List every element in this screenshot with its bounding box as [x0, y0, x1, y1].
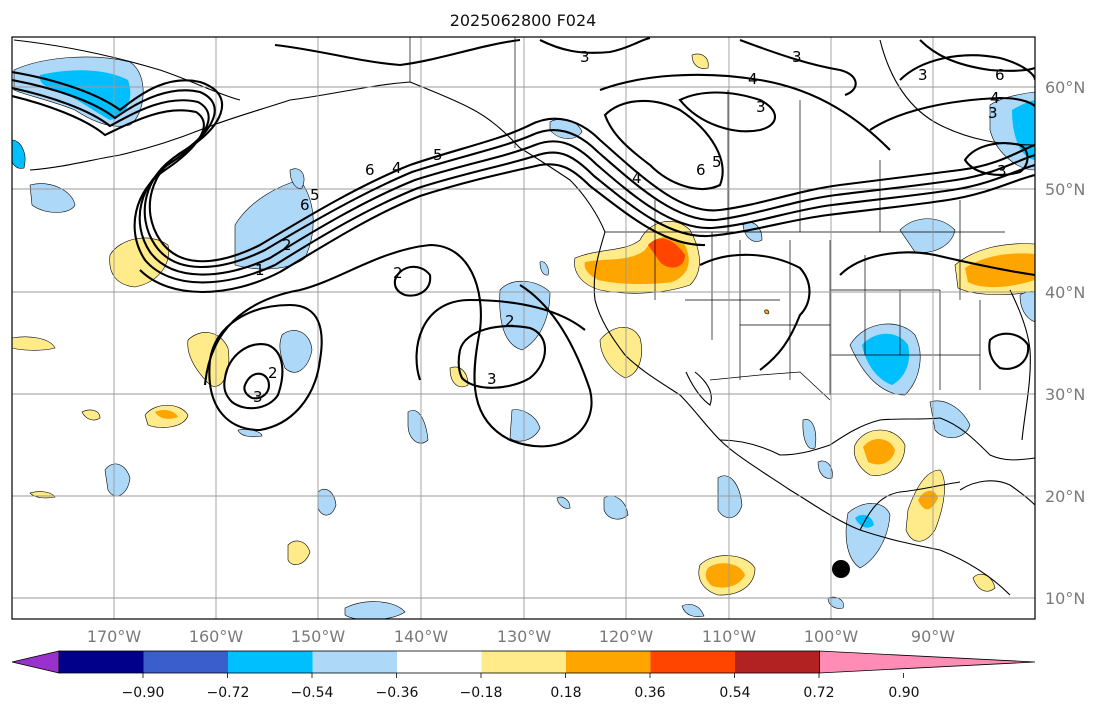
contour-label: 5 — [712, 153, 722, 171]
colorbar-tick-labels: −0.90 −0.72 −0.54 −0.36 −0.18 0.18 0.36 … — [122, 685, 920, 701]
contour-label: 3 — [487, 370, 497, 388]
lon-label: 160°W — [189, 627, 244, 646]
latitude-labels: 60°N 50°N 40°N 30°N 20°N 10°N — [1045, 78, 1085, 608]
contour-label: 4 — [748, 70, 758, 88]
colorbar-cell — [228, 651, 313, 673]
colorbar-tick-label: −0.18 — [460, 685, 503, 701]
lon-label: 120°W — [599, 627, 654, 646]
colorbar-cell — [566, 651, 651, 673]
contour-label: 5 — [433, 146, 443, 164]
colorbar-tick-label: −0.90 — [122, 685, 165, 701]
contour-label: 1 — [255, 261, 265, 279]
lon-label: 100°W — [804, 627, 859, 646]
negative-anomaly-aleutian — [29, 183, 76, 213]
lon-label: 140°W — [394, 627, 449, 646]
longitude-labels: 170°W 160°W 150°W 140°W 130°W 120°W 110°… — [87, 627, 955, 646]
colorbar-tick-label: 0.90 — [888, 685, 919, 701]
colorbar-cell — [397, 651, 482, 673]
contour-label: 2 — [268, 364, 278, 382]
contour-label: 2 — [282, 236, 292, 254]
colorbar-tick-label: 0.72 — [803, 685, 834, 701]
lat-label: 20°N — [1045, 487, 1085, 506]
contour-label: 3 — [756, 98, 766, 116]
colorbar-tick-label: −0.36 — [376, 685, 419, 701]
contour-label: 2 — [505, 312, 515, 330]
contour-label: 3 — [988, 104, 998, 122]
lat-label: 50°N — [1045, 180, 1085, 199]
colorbar-cell — [481, 651, 567, 673]
lon-label: 110°W — [702, 627, 757, 646]
contour-label: 3 — [792, 48, 802, 66]
lon-label: 150°W — [291, 627, 346, 646]
lon-label: 130°W — [497, 627, 552, 646]
lon-label: 170°W — [87, 627, 142, 646]
map-frame — [11, 36, 1036, 620]
contour-label: 5 — [310, 186, 320, 204]
colorbar-extend-min — [11, 650, 60, 674]
contour-label: 4 — [392, 159, 402, 177]
contour-label: 6 — [365, 161, 375, 179]
figure-title: 2025062800 F024 — [450, 11, 597, 30]
contour-label: 4 — [990, 89, 1000, 107]
colorbar: −0.90 −0.72 −0.54 −0.36 −0.18 0.18 0.36 … — [11, 650, 1036, 701]
colorbar-cell — [59, 651, 144, 673]
lat-label: 40°N — [1045, 283, 1085, 302]
location-marker — [832, 560, 850, 578]
map-panel: 3 3 3 4 3 6 4 3 3 6 5 4 6 5 4 6 5 2 1 2 — [11, 36, 1036, 620]
contour-label: 4 — [632, 169, 642, 187]
contour-label: 2 — [393, 264, 403, 282]
contour-label: 3 — [918, 66, 928, 84]
graticule — [12, 37, 1035, 619]
colorbar-tick-label: 0.18 — [550, 685, 581, 701]
contour-label: 6 — [696, 161, 706, 179]
political-borders — [409, 37, 1005, 401]
contour-lines — [12, 37, 1035, 448]
colorbar-cells — [11, 650, 1036, 674]
colorbar-cell — [143, 651, 229, 673]
lon-label: 90°W — [911, 627, 955, 646]
colorbar-tick-label: −0.54 — [291, 685, 334, 701]
lat-label: 60°N — [1045, 78, 1085, 97]
contour-label: 6 — [300, 196, 310, 214]
lat-label: 10°N — [1045, 589, 1085, 608]
lat-label: 30°N — [1045, 385, 1085, 404]
colorbar-cell — [650, 651, 736, 673]
contour-label: 3 — [997, 162, 1007, 180]
colorbar-ticks — [142, 673, 904, 678]
colorbar-cell — [735, 651, 820, 673]
colorbar-tick-label: 0.36 — [634, 685, 665, 701]
colorbar-extend-max — [819, 650, 1036, 674]
contour-label: 3 — [580, 48, 590, 66]
colorbar-outline — [58, 650, 820, 674]
colorbar-cell — [312, 651, 398, 673]
contour-labels: 3 3 3 4 3 6 4 3 3 6 5 4 6 5 4 6 5 2 1 2 — [253, 48, 1007, 406]
contour-label: 6 — [995, 66, 1005, 84]
contour-label: 3 — [253, 388, 263, 406]
colorbar-tick-label: −0.72 — [207, 685, 250, 701]
colorbar-tick-label: 0.54 — [719, 685, 750, 701]
